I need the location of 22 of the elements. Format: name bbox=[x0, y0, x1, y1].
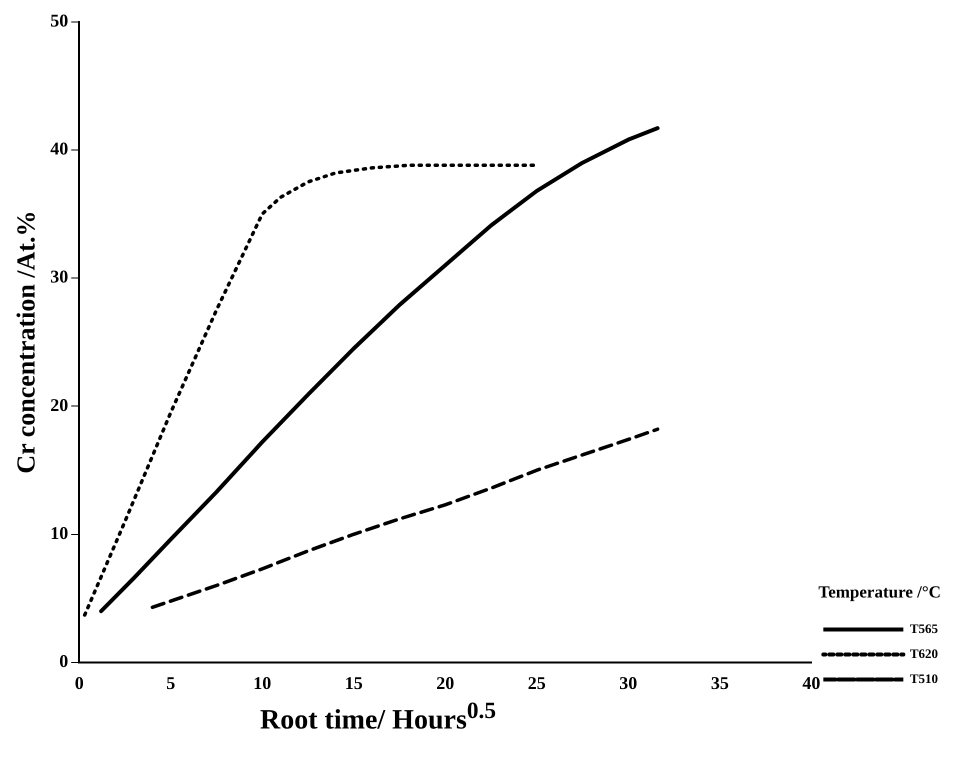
text: T510 bbox=[910, 670, 938, 686]
x-tick-label: 10 bbox=[253, 672, 272, 693]
x-tick-label: 15 bbox=[344, 672, 363, 693]
y-axis-title: Cr concentration /At.% bbox=[11, 210, 40, 474]
x-tick-label: 20 bbox=[436, 672, 454, 693]
x-tick-label: 40 bbox=[802, 672, 820, 693]
y-tick-label: 10 bbox=[50, 522, 68, 543]
y-tick-label: 50 bbox=[50, 10, 68, 30]
x-axis-title: Root time/ Hours$^{0.5}$ bbox=[258, 698, 498, 736]
x-tick-label: 5 bbox=[166, 672, 176, 693]
y-tick-label: 40 bbox=[50, 138, 68, 159]
y-tick-label: 0 bbox=[59, 651, 68, 672]
x-tick-label: 30 bbox=[619, 672, 638, 693]
x-tick-label: 0 bbox=[74, 672, 84, 693]
text: T565 bbox=[910, 620, 938, 636]
line-series bbox=[150, 427, 660, 610]
text: T620 bbox=[910, 646, 938, 661]
y-tick-label: 30 bbox=[50, 266, 68, 287]
y-tick-label: 20 bbox=[50, 394, 68, 415]
x-tick-label: 25 bbox=[528, 672, 546, 693]
x-tick-label: 35 bbox=[710, 672, 729, 693]
legend-title: Temperature /°C bbox=[818, 582, 941, 602]
